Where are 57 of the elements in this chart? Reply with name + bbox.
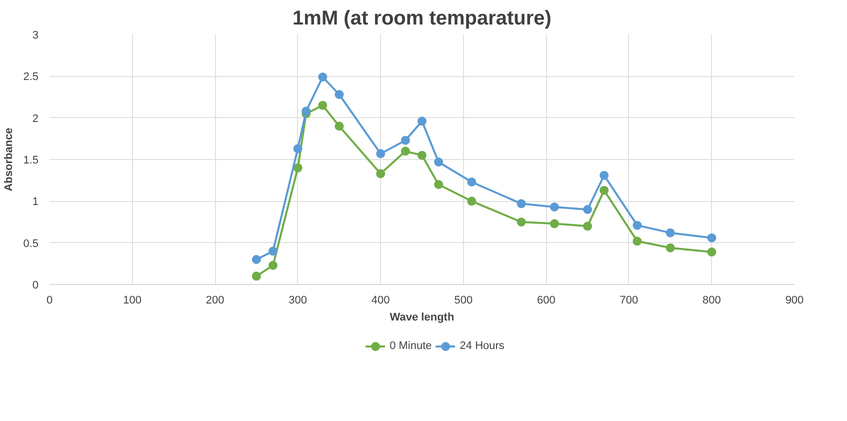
point <box>666 228 675 238</box>
chart-title: 1mM (at room temparature) <box>292 8 552 30</box>
point <box>268 260 278 270</box>
point <box>334 122 344 131</box>
y-tick-label: 1.5 <box>23 154 39 166</box>
x-tick-label: 500 <box>454 294 473 306</box>
x-tick-label: 900 <box>785 294 804 306</box>
x-tick-label: 800 <box>702 294 721 306</box>
point <box>632 236 642 246</box>
point <box>418 116 426 126</box>
x-axis-title: Wave length <box>390 312 454 324</box>
point <box>293 144 302 154</box>
point <box>600 186 609 195</box>
legend-label: 24 Hours <box>460 340 504 352</box>
point <box>418 150 426 160</box>
x-tick-label: 0 <box>46 294 53 306</box>
point <box>376 149 386 158</box>
y-tick-label: 0.5 <box>23 238 39 250</box>
point <box>583 205 592 214</box>
point <box>516 218 526 226</box>
point <box>302 106 311 116</box>
point <box>400 136 410 145</box>
y-tick-label: 1 <box>32 196 39 208</box>
y-tick-label: 0 <box>32 280 39 292</box>
x-tick-label: 400 <box>371 294 390 306</box>
point <box>600 170 609 180</box>
point <box>334 90 344 99</box>
point <box>516 199 526 208</box>
y-tick-label: 2.5 <box>23 71 39 84</box>
point <box>293 163 302 172</box>
point <box>550 219 559 228</box>
x-tick-label: 600 <box>536 294 556 306</box>
point <box>707 233 716 242</box>
point <box>318 100 328 110</box>
point <box>434 158 444 166</box>
point <box>268 246 278 256</box>
point <box>467 196 476 206</box>
point <box>550 202 559 212</box>
point <box>632 220 642 230</box>
point <box>434 180 444 189</box>
point <box>467 178 476 186</box>
y-tick-label: 2 <box>32 112 39 125</box>
y-tick-label: 3 <box>32 30 39 42</box>
x-tick-label: 700 <box>620 294 638 306</box>
x-tick-label: 100 <box>123 294 142 306</box>
legend-label: 0 Minute <box>390 340 432 352</box>
point <box>400 146 410 156</box>
x-tick-label: 300 <box>288 294 308 306</box>
point <box>666 243 675 252</box>
point <box>707 248 716 256</box>
point <box>583 222 592 231</box>
x-tick-label: 200 <box>206 294 224 306</box>
point <box>252 255 261 264</box>
point <box>318 72 328 82</box>
y-axis-title: Absorbance <box>3 128 16 192</box>
point <box>252 272 261 281</box>
point <box>376 169 386 178</box>
